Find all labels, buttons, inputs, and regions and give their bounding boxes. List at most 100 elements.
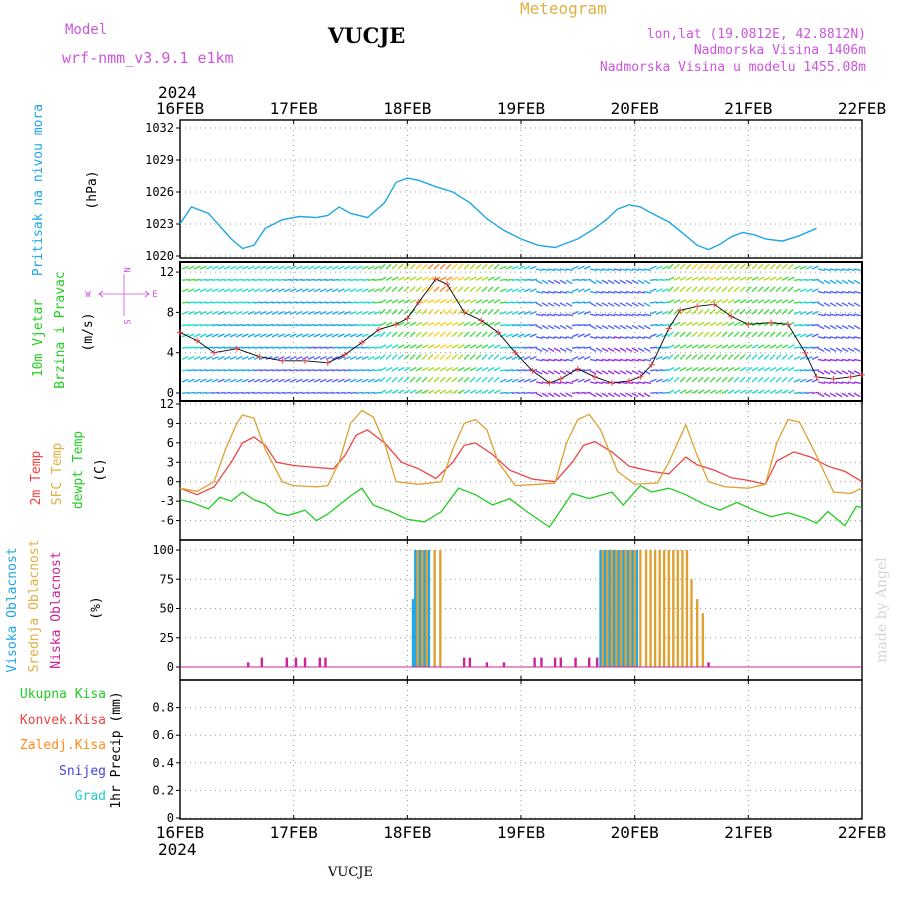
wind-barb <box>547 370 555 375</box>
wind-barb <box>433 308 440 315</box>
wind-barb <box>625 279 633 285</box>
wind-barb <box>433 344 441 349</box>
wind-barb <box>763 376 770 383</box>
wind-barb <box>469 366 477 372</box>
wind-barb <box>379 366 387 372</box>
precip-unit-label: 1hr Precip (mm) <box>109 691 124 808</box>
wind-barb <box>841 324 849 330</box>
wind-barb <box>181 278 190 281</box>
wind-barb <box>637 302 645 307</box>
wind-barb <box>337 278 346 281</box>
wind-barb <box>787 331 794 338</box>
wind-barb <box>613 313 621 317</box>
wind-barb <box>553 358 561 362</box>
wind-barb <box>403 366 411 372</box>
wind-gust-marker <box>404 315 411 322</box>
wind-barb <box>769 308 776 315</box>
y-tick-label: 100 <box>152 543 174 557</box>
y-tick-label: 4 <box>167 346 174 360</box>
wind-barb <box>457 321 465 327</box>
wind-barb <box>433 263 440 270</box>
wind-gust-marker <box>665 325 672 332</box>
wind-barb <box>439 376 446 383</box>
wind-barb <box>613 336 621 339</box>
wind-barb <box>697 344 705 349</box>
wind-barb <box>691 354 698 360</box>
wind-barb <box>679 263 686 270</box>
model-label: Model <box>65 22 107 38</box>
wind-barb <box>649 288 657 293</box>
wind-barb <box>673 331 680 338</box>
cloud-low-bar <box>285 657 289 667</box>
wind-barb <box>295 346 304 349</box>
wind-barb <box>307 301 316 304</box>
wind-barb <box>817 370 825 375</box>
wind-barb <box>379 389 387 394</box>
wind-barb <box>307 310 315 315</box>
wind-barb <box>229 356 237 361</box>
wind-barb <box>697 389 705 394</box>
wind-barb <box>415 344 423 349</box>
wind-barb <box>511 356 519 361</box>
wind-barb <box>193 301 202 304</box>
wind-barb <box>799 323 808 327</box>
wind-barb <box>721 299 729 304</box>
wind-barb <box>679 286 686 293</box>
wind-barb <box>205 378 213 383</box>
wind-barb <box>709 354 716 360</box>
wind-barb <box>481 389 489 394</box>
wind-barb <box>493 389 501 394</box>
wind-barb <box>241 378 249 383</box>
wind-barb <box>313 278 322 281</box>
wind-barb <box>805 369 814 372</box>
wind-barb <box>601 313 609 317</box>
wind-barb <box>655 265 663 270</box>
wind-barb <box>535 279 543 285</box>
wind-barb <box>475 263 482 270</box>
cloud-mid-bar <box>653 550 657 667</box>
wind-barb <box>841 279 849 285</box>
wind-barb <box>415 321 423 327</box>
wind-barb <box>415 389 423 394</box>
wind-barb <box>445 286 452 293</box>
cloud-mid-bar <box>644 550 648 667</box>
wind-barb <box>361 378 369 383</box>
wind-barb <box>547 268 555 272</box>
wind-barb <box>349 288 357 293</box>
wind-barb <box>355 356 363 361</box>
wind-barb <box>445 308 452 315</box>
wind-barb <box>433 389 441 394</box>
wind-barb <box>487 389 495 394</box>
cloud-mid-bar <box>425 550 428 667</box>
wind-barb <box>241 333 249 338</box>
wind-gust-marker <box>830 375 837 382</box>
wind-barb <box>787 376 794 383</box>
wind-barb <box>223 333 231 338</box>
wind-barb <box>253 333 261 338</box>
wind-barb <box>439 286 446 293</box>
wind-gust-marker <box>591 373 598 380</box>
wind-barb <box>685 331 692 338</box>
wind-barb <box>817 268 825 272</box>
wind-gust-marker <box>392 321 399 328</box>
date-label-top: 16FEB <box>156 99 204 118</box>
wind-barb <box>205 333 213 338</box>
wind-barb <box>481 354 488 360</box>
date-label-bottom: 16FEB <box>156 823 204 842</box>
wind-barb <box>409 354 416 360</box>
y-tick-label: 0.4 <box>152 756 174 770</box>
wind-barb <box>499 301 508 304</box>
wind-barb <box>823 313 831 317</box>
wind-barb <box>343 301 352 304</box>
wind-barb <box>409 263 416 270</box>
wind-barb <box>517 333 525 338</box>
wind-barb <box>397 354 404 360</box>
wind-barb <box>217 378 225 383</box>
wind-barb <box>559 268 567 272</box>
wind-barb <box>823 279 831 285</box>
temp-2m-line <box>179 429 863 496</box>
wind-barb <box>547 313 555 317</box>
wind-barb <box>457 276 465 281</box>
wind-barb <box>763 263 770 270</box>
wind-barb <box>367 323 376 327</box>
